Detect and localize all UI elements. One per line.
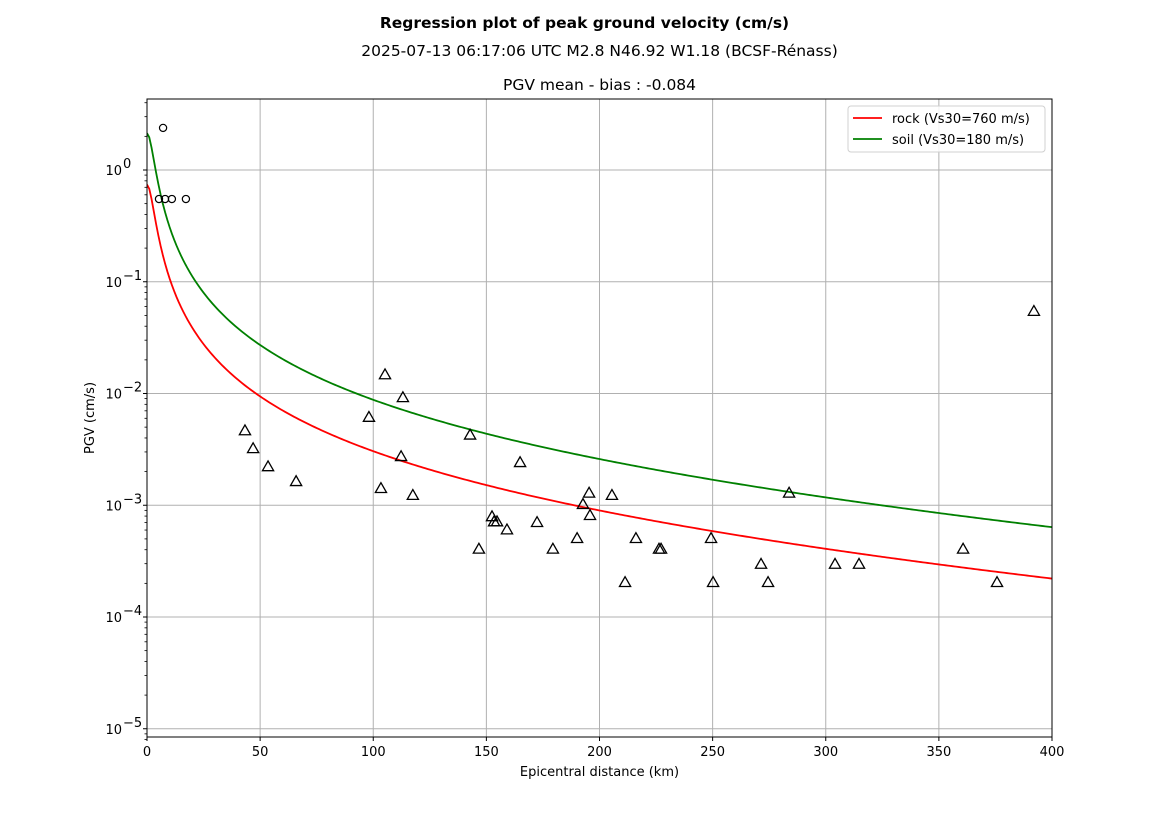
- station-circle-point: [167, 194, 177, 204]
- station-triangle-point: [654, 542, 668, 554]
- station-circle-point: [181, 194, 191, 204]
- station-triangle-point: [472, 542, 486, 554]
- station-triangle-point: [396, 390, 410, 403]
- y-tick-exponent: −2: [123, 381, 142, 396]
- station-triangle-point: [605, 488, 619, 501]
- station-triangle-point: [490, 514, 504, 527]
- y-axis-label: PGV (cm/s): [83, 382, 98, 454]
- legend: rock (Vs30=760 m/s) soil (Vs30=180 m/s): [847, 105, 1046, 153]
- station-triangle-point: [261, 459, 275, 472]
- y-tick-exponent: −5: [123, 716, 142, 731]
- station-triangle-point: [706, 575, 720, 588]
- plot-area: [147, 123, 1052, 588]
- station-triangle-point: [782, 486, 796, 498]
- x-tick-label: 400: [1040, 745, 1065, 760]
- y-tick-label: 10: [105, 276, 122, 291]
- station-triangle-point: [990, 575, 1004, 588]
- axes-title: PGV mean - bias : -0.084: [502, 76, 697, 94]
- station-triangle-point: [629, 531, 643, 544]
- station-triangle-point: [374, 481, 388, 494]
- y-tick-exponent: 0: [123, 157, 131, 172]
- station-triangle-point: [582, 486, 596, 498]
- rock-curve: [147, 184, 1052, 580]
- y-tick-label: 10: [105, 611, 122, 626]
- x-tick-label: 300: [813, 745, 838, 760]
- station-triangle-point: [238, 423, 252, 436]
- station-triangle-point: [583, 508, 597, 521]
- station-triangle-point: [828, 557, 842, 569]
- y-tick-label: 10: [105, 723, 122, 738]
- station-triangle-point: [576, 497, 590, 510]
- station-triangle-point: [852, 557, 866, 569]
- grid-lines: [146, 99, 1053, 737]
- chart-title: Regression plot of peak ground velocity …: [379, 14, 790, 32]
- x-tick-label: 150: [474, 745, 499, 760]
- legend-rock-label: rock (Vs30=760 m/s): [892, 112, 1030, 127]
- station-triangle-point: [704, 531, 718, 544]
- station-triangle-point: [246, 441, 260, 454]
- y-tick-label: 10: [105, 388, 122, 403]
- station-triangle-point: [362, 410, 376, 422]
- station-triangle-point: [530, 515, 544, 528]
- y-tick-exponent: −1: [123, 269, 142, 284]
- x-tick-label: 200: [587, 745, 612, 760]
- station-triangle-point: [394, 449, 408, 462]
- y-tick-exponent: −3: [123, 492, 142, 507]
- x-tick-label: 50: [252, 745, 269, 760]
- station-triangle-point: [761, 575, 775, 588]
- station-triangle-point: [289, 474, 303, 487]
- soil-curve: [147, 132, 1052, 529]
- y-tick-label: 10: [105, 164, 122, 179]
- station-triangle-point: [956, 542, 970, 554]
- x-tick-label: 100: [361, 745, 386, 760]
- legend-soil-label: soil (Vs30=180 m/s): [892, 133, 1024, 148]
- station-triangle-point: [652, 542, 666, 554]
- station-triangle-point: [463, 427, 477, 440]
- station-circle-point: [154, 194, 164, 204]
- y-tick-exponent: −4: [123, 604, 142, 619]
- x-tick-label: 350: [926, 745, 951, 760]
- station-triangle-point: [1027, 304, 1041, 317]
- station-triangle-point: [378, 367, 392, 380]
- station-triangle-point: [754, 557, 768, 569]
- x-axis-label: Epicentral distance (km): [520, 765, 679, 780]
- station-triangle-point: [546, 542, 560, 554]
- station-triangle-point: [500, 522, 514, 535]
- chart-subtitle: 2025-07-13 06:17:06 UTC M2.8 N46.92 W1.1…: [361, 42, 838, 60]
- x-tick-label: 250: [700, 745, 725, 760]
- station-triangle-point: [570, 531, 584, 544]
- x-tick-label: 0: [143, 745, 151, 760]
- station-triangle-point: [406, 488, 420, 501]
- y-tick-label: 10: [105, 499, 122, 514]
- station-triangle-point: [513, 455, 527, 468]
- station-triangle-point: [618, 575, 632, 588]
- legend-box: [847, 105, 1046, 153]
- station-circle-point: [158, 123, 168, 133]
